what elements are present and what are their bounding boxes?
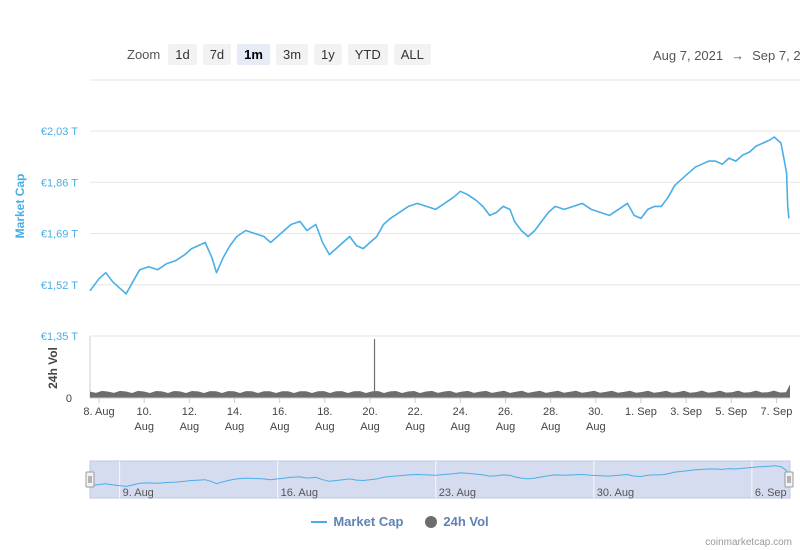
x-tick-label: 28. [543,406,558,418]
x-tick-label: 12. [182,406,197,418]
circle-marker-icon [425,515,438,528]
date-range: Aug 7, 2021 → Sep 7, 2021 [653,48,800,63]
line-marker-icon [311,520,328,523]
navigator-window [89,460,791,499]
volume-bars [90,384,790,398]
zoom-all-button[interactable]: ALL [393,44,431,65]
y-tick-label: €1,69 T [41,229,78,241]
legend-item-market-cap[interactable]: Market Cap [311,514,403,529]
zoom-1d-button[interactable]: 1d [168,44,197,65]
x-tick-label-month: Aug [134,421,154,433]
y-axis-title: Market Cap [13,174,27,239]
navigator-tick-label: 16. Aug [281,487,318,499]
y-tick-label: €1,86 T [41,177,78,189]
x-tick-label-month: Aug [180,421,200,433]
x-tick-label-month: Aug [405,421,425,433]
zoom-1m-button[interactable]: 1m [237,44,270,65]
x-tick-label: 16. [272,406,287,418]
navigator-handle-right[interactable] [784,471,794,488]
navigator-tick-label: 30. Aug [597,487,634,499]
legend: Market Cap 24h Vol [0,514,800,529]
legend-label-market-cap: Market Cap [333,514,404,529]
volume-tick-label: 0 [66,393,72,405]
navigator-tick-label: 23. Aug [439,487,476,499]
x-tick-label: 26. [498,406,513,418]
market-cap-line [89,136,790,295]
x-tick-label-month: Aug [496,421,516,433]
volume-axis-title: 24h Vol [46,347,60,389]
zoom-label: Zoom [127,47,161,62]
x-tick-label-month: Aug [315,421,335,433]
x-tick-label: 14. [227,406,242,418]
x-tick-label: 5. Sep [715,406,747,418]
x-tick-label-month: Aug [451,421,471,433]
x-tick-label: 20. [362,406,377,418]
legend-label-volume: 24h Vol [443,514,489,529]
credit-link[interactable]: coinmarketcap.com [705,537,792,548]
x-tick-label: 24. [453,406,468,418]
date-to[interactable]: Sep 7, 2021 [752,48,800,63]
zoom-3m-button[interactable]: 3m [275,44,309,65]
x-tick-label: 22. [408,406,423,418]
zoom-ytd-button[interactable]: YTD [347,44,388,65]
x-tick-label: 10. [137,406,152,418]
x-tick-label: 18. [317,406,332,418]
navigator-series [89,465,790,487]
y-tick-label: €1,35 T [41,331,78,343]
market-cap-chart[interactable]: €1,35 T €1,52 T €1,69 T €1,86 T €2,03 T Marke… [0,0,800,510]
x-tick-label-month: Aug [586,421,606,433]
arrow-right-icon: → [731,48,745,63]
x-tick-label: 7. Sep [761,406,793,418]
x-tick-label: 8. Aug [83,406,114,418]
x-tick-label-month: Aug [225,421,245,433]
x-tick-label-month: Aug [541,421,561,433]
y-tick-label: €2,03 T [41,126,78,138]
zoom-bar: Zoom 1d 7d 1m 3m 1y YTD ALL [127,44,431,65]
x-tick-label: 1. Sep [625,406,657,418]
navigator-tick-label: 6. Sep [755,487,787,499]
x-tick-label-month: Aug [270,421,290,433]
navigator-handle-left[interactable] [85,471,95,488]
legend-item-volume[interactable]: 24h Vol [425,514,489,529]
y-tick-label: €1,52 T [41,280,78,292]
zoom-7d-button[interactable]: 7d [202,44,232,65]
x-tick-label: 30. [588,406,603,418]
navigator-tick-label: 9. Aug [123,487,154,499]
x-tick-label: 3. Sep [670,406,702,418]
zoom-1y-button[interactable]: 1y [314,44,342,65]
date-from[interactable]: Aug 7, 2021 [653,48,724,63]
x-tick-label-month: Aug [360,421,380,433]
